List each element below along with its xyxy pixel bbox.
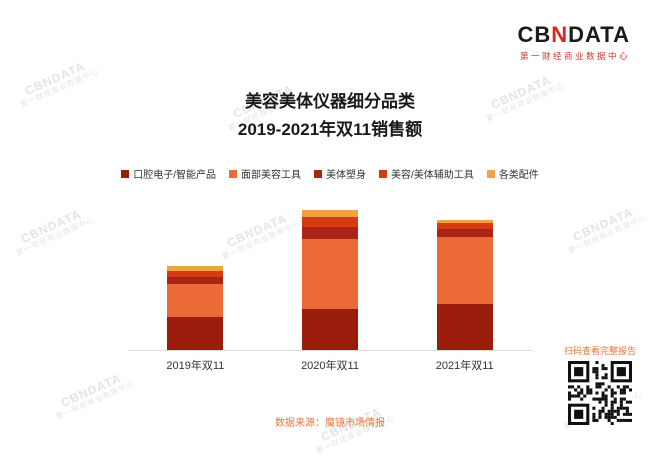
bar-segment [167, 317, 224, 350]
qr-block: 扫码查看完整报告 [562, 344, 638, 430]
bar-segment [436, 237, 493, 304]
legend-label: 面部美容工具 [241, 170, 301, 181]
bar-segment [436, 229, 493, 237]
legend-item: 口腔电子/智能产品 [121, 166, 216, 181]
bar-segment [302, 239, 358, 309]
bar-segment [436, 220, 493, 223]
logo-cb: CB [517, 22, 552, 47]
legend-marker [486, 169, 495, 178]
bar-segment [436, 304, 493, 350]
bar-segment [167, 284, 224, 317]
category-label: 2020年双11 [301, 360, 359, 372]
stacked-bar [302, 210, 358, 350]
bar-segment [302, 309, 358, 350]
legend-item: 美体塑身 [314, 166, 366, 181]
bar-group [397, 198, 532, 350]
legend-item: 各类配件 [486, 166, 539, 181]
bar-segment [302, 210, 358, 217]
qr-caption: 扫码查看完整报告 [563, 346, 636, 356]
bar-segment [167, 266, 224, 271]
legend-marker [379, 169, 387, 178]
legend-label: 口腔电子/智能产品 [133, 170, 216, 181]
bar-segment [167, 271, 224, 277]
legend-label: 美体塑身 [326, 170, 366, 181]
legend: 口腔电子/智能产品 面部美容工具 美体塑身 美容/美体辅助工具 各类配件 [0, 166, 660, 181]
qr-code [568, 361, 632, 425]
bar-group [263, 198, 398, 350]
logo-n: N [551, 22, 569, 47]
chart-title-line1: 美容美体仪器细分品类 [245, 92, 415, 111]
watermark: CBNDATA 第一财经商业数据中心 [14, 206, 97, 258]
data-source: 数据来源：魔镜市场情报 [275, 418, 385, 429]
bar-segment [302, 217, 358, 227]
logo-subtitle: 第一财经商业数据中心 [519, 51, 630, 61]
cbndata-logo: CBNDATA 第一财经商业数据中心 [517, 24, 630, 62]
stacked-bar [167, 266, 224, 350]
category-labels: 2019年双11 2020年双11 2021年双11 [128, 357, 532, 373]
category-label: 2021年双11 [435, 360, 494, 372]
bar-segment [302, 227, 358, 239]
bar-chart [128, 198, 532, 351]
legend-marker [229, 169, 237, 178]
chart-title: 美容美体仪器细分品类 2019-2021年双11销售额 [0, 88, 660, 144]
legend-marker [121, 169, 130, 178]
bar-segment [436, 223, 493, 229]
logo-wordmark: CBNDATA [517, 24, 630, 46]
watermark: CBNDATA 第一财经商业数据中心 [566, 204, 649, 256]
stacked-bar [436, 220, 493, 350]
legend-marker [314, 169, 322, 178]
chart-title-line2: 2019-2021年双11销售额 [237, 120, 423, 140]
legend-label: 美容/美体辅助工具 [391, 170, 474, 181]
legend-item: 美容/美体辅助工具 [379, 166, 474, 181]
bar-segment [167, 277, 224, 284]
bar-group [128, 198, 263, 350]
logo-data: DATA [568, 22, 630, 47]
legend-label: 各类配件 [498, 170, 539, 181]
legend-item: 面部美容工具 [229, 166, 301, 181]
category-label: 2019年双11 [166, 360, 225, 372]
